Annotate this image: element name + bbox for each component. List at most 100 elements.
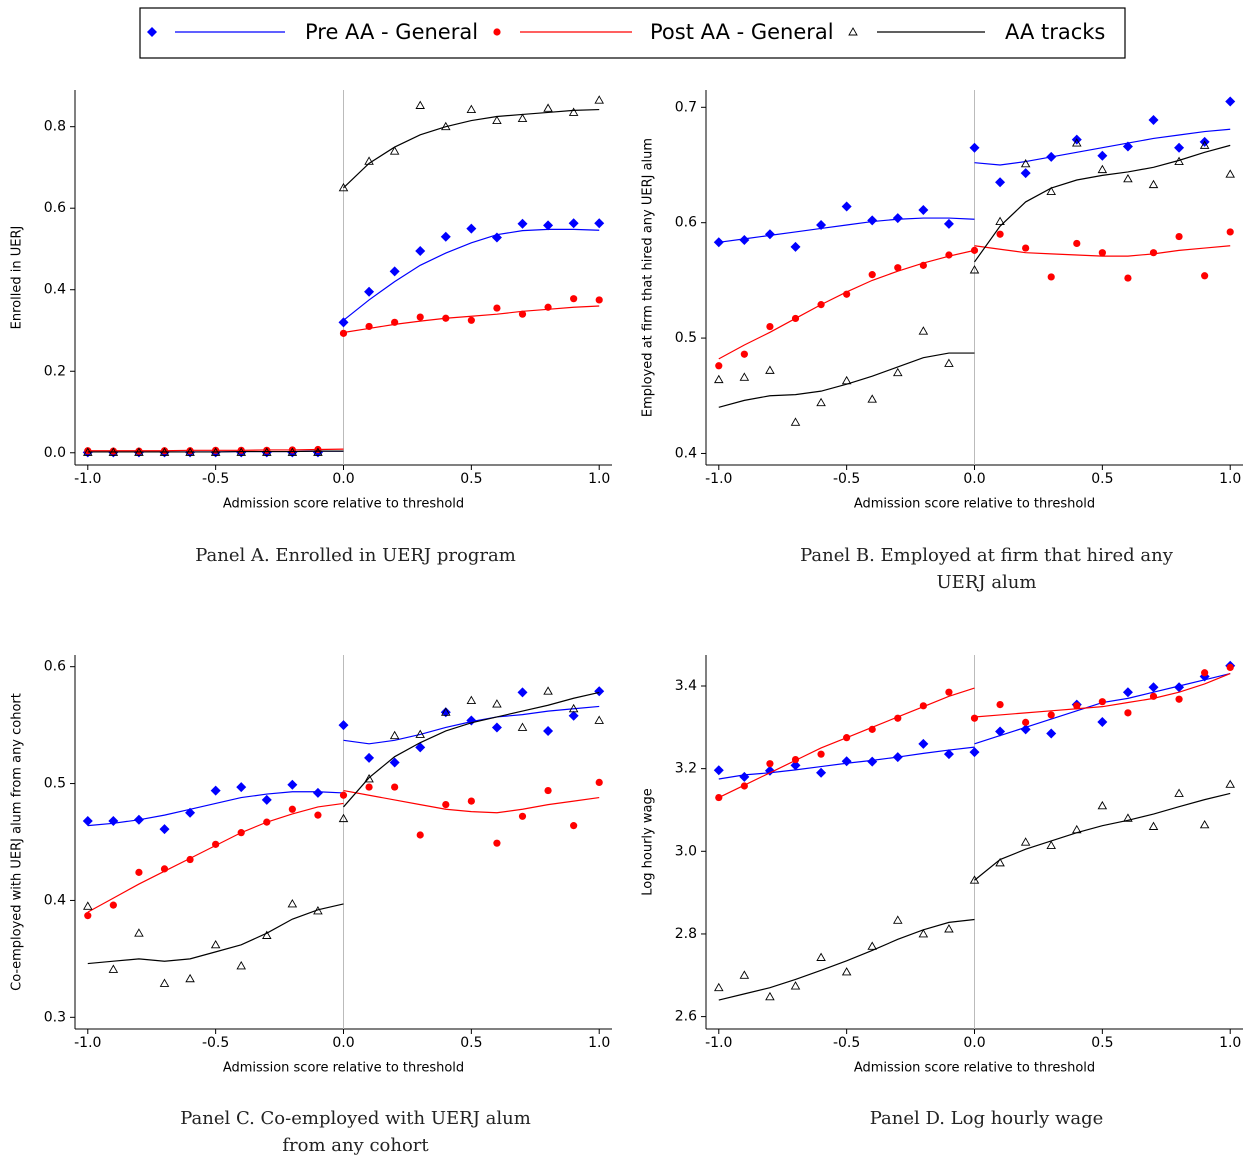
y-tick-label: 2.8 xyxy=(675,926,697,942)
point xyxy=(288,805,296,813)
point xyxy=(442,801,450,809)
point xyxy=(467,797,475,805)
legend-marker xyxy=(147,27,157,37)
point xyxy=(442,314,450,322)
panel-caption: Panel B. Employed at firm that hired any… xyxy=(800,545,1173,593)
point xyxy=(1225,779,1235,788)
panel-caption: Panel A. Enrolled in UERJ program xyxy=(195,545,516,566)
point xyxy=(594,686,605,697)
point xyxy=(212,840,220,848)
x-tick-label: 0.0 xyxy=(332,471,354,487)
point xyxy=(1226,228,1234,236)
point xyxy=(287,899,298,908)
y-tick-label: 0.4 xyxy=(44,892,66,908)
point xyxy=(715,362,723,370)
point xyxy=(544,303,552,311)
point xyxy=(841,756,852,767)
point xyxy=(713,765,724,776)
point xyxy=(517,218,528,229)
point xyxy=(594,95,604,104)
point xyxy=(312,787,323,798)
fit-line xyxy=(87,802,344,913)
x-tick-label: -0.5 xyxy=(202,471,229,487)
point xyxy=(210,785,221,796)
point xyxy=(944,358,954,367)
point xyxy=(739,771,750,782)
point xyxy=(236,447,246,456)
point xyxy=(790,417,801,426)
point xyxy=(894,714,902,722)
point xyxy=(868,271,876,279)
point xyxy=(287,779,298,790)
point xyxy=(944,924,954,933)
point xyxy=(365,322,373,331)
point xyxy=(892,752,903,763)
point xyxy=(739,372,750,381)
y-tick-label: 0.4 xyxy=(44,282,66,298)
point xyxy=(816,220,827,230)
y-axis-label: Log hourly wage xyxy=(641,788,656,895)
point xyxy=(518,310,527,318)
point xyxy=(714,982,724,992)
point xyxy=(1123,173,1133,183)
point xyxy=(995,177,1006,188)
point xyxy=(365,783,373,791)
point xyxy=(969,265,980,274)
y-axis-label: Employed at firm that hired any UERJ alu… xyxy=(641,138,656,417)
point xyxy=(970,714,979,722)
point xyxy=(237,829,245,837)
x-tick-label: 0.0 xyxy=(963,1035,985,1051)
fit-line xyxy=(718,249,975,360)
x-tick-label: 0.5 xyxy=(460,1035,482,1051)
point xyxy=(1201,272,1209,280)
point xyxy=(1122,687,1133,698)
point xyxy=(1148,682,1159,693)
y-tick-label: 3.0 xyxy=(675,843,697,859)
point xyxy=(790,981,801,990)
point xyxy=(1098,249,1106,257)
point xyxy=(1046,186,1056,195)
point xyxy=(594,715,604,724)
point xyxy=(1073,239,1081,248)
point xyxy=(817,750,825,758)
fit-line xyxy=(974,673,1231,718)
point xyxy=(893,915,903,924)
point xyxy=(1022,244,1030,252)
point xyxy=(945,688,953,696)
point xyxy=(570,295,578,303)
point xyxy=(389,266,400,277)
point xyxy=(867,215,878,226)
panel-caption: Panel D. Log hourly wage xyxy=(869,1108,1104,1129)
x-tick-label: -1.0 xyxy=(74,471,101,487)
point xyxy=(996,700,1004,709)
point xyxy=(313,447,323,456)
y-tick-label: 0.3 xyxy=(44,1009,66,1025)
point xyxy=(715,793,723,802)
point xyxy=(389,146,400,155)
point xyxy=(1201,669,1209,677)
point xyxy=(134,447,144,456)
point xyxy=(491,232,502,243)
point xyxy=(1199,140,1210,149)
fit-line xyxy=(343,108,600,189)
point xyxy=(1073,702,1081,710)
point xyxy=(764,229,775,240)
fit-line xyxy=(718,217,975,243)
point xyxy=(918,929,929,938)
point xyxy=(159,978,170,987)
point xyxy=(893,367,903,377)
x-tick-label: 1.0 xyxy=(588,1035,610,1051)
fit-line xyxy=(87,450,344,453)
point xyxy=(338,182,349,192)
point xyxy=(441,121,451,131)
point xyxy=(1097,164,1108,174)
point xyxy=(970,246,979,254)
y-tick-label: 0.5 xyxy=(44,776,66,792)
point xyxy=(918,326,929,335)
point xyxy=(1199,819,1210,829)
point xyxy=(518,812,527,820)
x-tick-label: 1.0 xyxy=(588,471,610,487)
point xyxy=(314,811,322,819)
